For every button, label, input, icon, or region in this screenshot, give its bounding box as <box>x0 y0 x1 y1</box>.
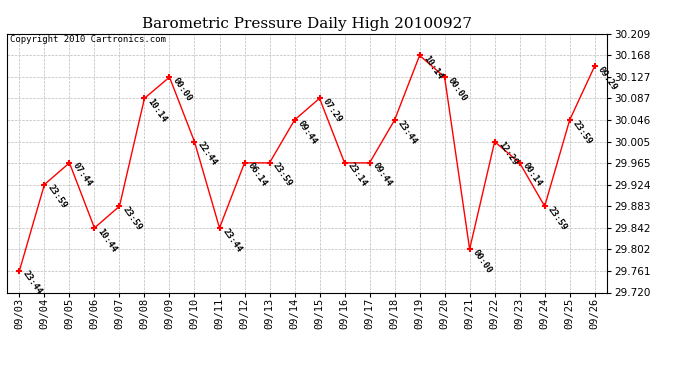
Text: 23:59: 23:59 <box>46 183 68 210</box>
Text: 00:00: 00:00 <box>471 248 494 275</box>
Text: 10:44: 10:44 <box>96 226 119 254</box>
Text: 09:44: 09:44 <box>296 118 319 146</box>
Text: 23:14: 23:14 <box>346 162 368 189</box>
Text: Copyright 2010 Cartronics.com: Copyright 2010 Cartronics.com <box>10 35 166 44</box>
Text: 23:44: 23:44 <box>221 226 244 254</box>
Text: 00:14: 00:14 <box>521 162 544 189</box>
Text: 10:14: 10:14 <box>146 97 168 124</box>
Text: 12:29: 12:29 <box>496 140 519 168</box>
Text: 07:29: 07:29 <box>321 97 344 124</box>
Text: 23:59: 23:59 <box>271 162 294 189</box>
Text: 00:00: 00:00 <box>171 76 194 103</box>
Text: 00:00: 00:00 <box>446 76 469 103</box>
Text: 23:59: 23:59 <box>546 205 569 232</box>
Text: 06:14: 06:14 <box>246 162 268 189</box>
Text: 07:44: 07:44 <box>71 162 94 189</box>
Text: 23:59: 23:59 <box>571 118 594 146</box>
Text: 10:14: 10:14 <box>421 54 444 81</box>
Text: 09:29: 09:29 <box>596 64 619 92</box>
Text: 22:44: 22:44 <box>196 140 219 168</box>
Text: 23:59: 23:59 <box>121 205 144 232</box>
Text: 09:44: 09:44 <box>371 162 394 189</box>
Title: Barometric Pressure Daily High 20100927: Barometric Pressure Daily High 20100927 <box>142 17 472 31</box>
Text: 23:44: 23:44 <box>396 118 419 146</box>
Text: 23:44: 23:44 <box>21 269 43 297</box>
